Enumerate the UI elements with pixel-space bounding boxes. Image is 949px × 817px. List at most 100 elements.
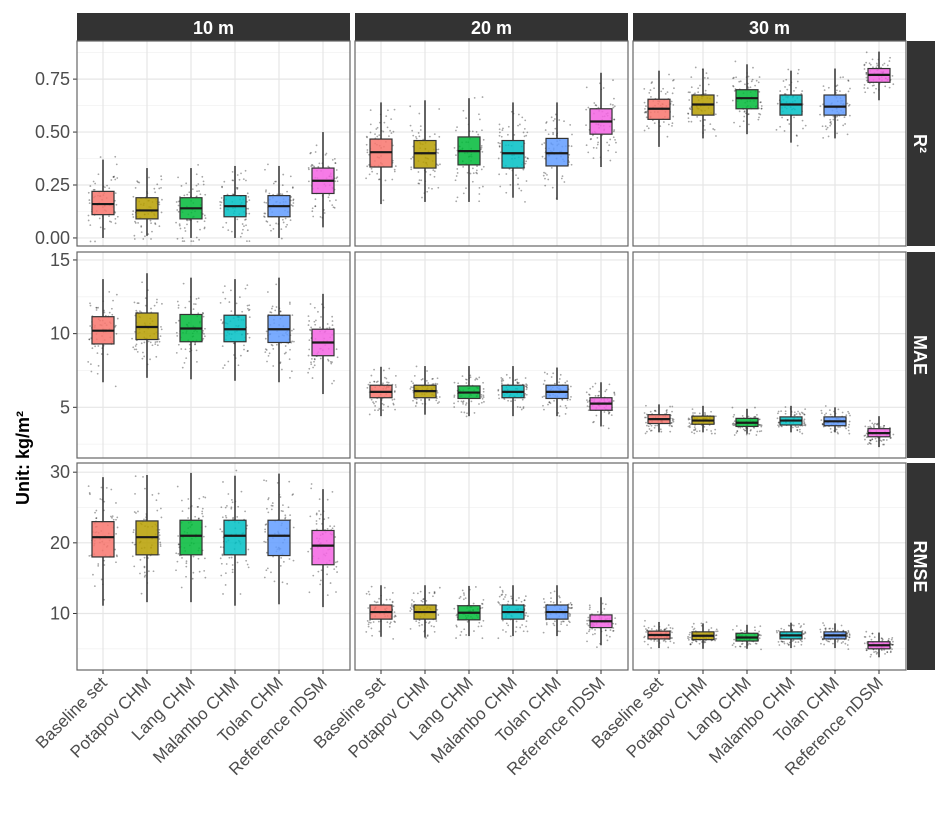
jitter-point bbox=[653, 87, 655, 90]
jitter-point bbox=[150, 238, 152, 240]
jitter-point bbox=[478, 187, 481, 189]
jitter-point bbox=[285, 351, 287, 354]
jitter-point bbox=[421, 402, 424, 405]
jitter-point bbox=[755, 434, 758, 436]
jitter-point bbox=[87, 219, 90, 222]
jitter-point bbox=[889, 56, 891, 59]
jitter-point bbox=[394, 615, 397, 618]
jitter-point bbox=[192, 308, 195, 311]
jitter-point bbox=[368, 593, 371, 596]
jitter-point bbox=[755, 79, 758, 82]
jitter-point bbox=[597, 106, 600, 109]
jitter-point bbox=[149, 341, 152, 344]
jitter-point bbox=[270, 504, 273, 507]
jitter-point bbox=[240, 172, 242, 175]
jitter-point bbox=[464, 597, 467, 600]
jitter-point bbox=[289, 219, 292, 222]
jitter-point bbox=[756, 414, 758, 416]
jitter-point bbox=[560, 177, 563, 180]
jitter-point bbox=[587, 409, 590, 412]
jitter-point bbox=[291, 187, 294, 189]
jitter-point bbox=[289, 303, 291, 305]
jitter-point bbox=[542, 383, 545, 386]
jitter-point bbox=[438, 135, 441, 138]
jitter-point bbox=[382, 382, 384, 385]
jitter-point bbox=[186, 223, 188, 226]
jitter-point bbox=[312, 366, 314, 369]
jitter-point bbox=[308, 348, 311, 351]
jitter-point bbox=[462, 402, 464, 405]
jitter-point bbox=[837, 408, 840, 411]
jitter-point bbox=[827, 86, 830, 89]
jitter-point bbox=[394, 408, 396, 411]
jitter-point bbox=[177, 343, 180, 346]
jitter-point bbox=[280, 228, 283, 231]
jitter-point bbox=[604, 603, 607, 606]
jitter-point bbox=[670, 100, 673, 103]
jitter-point bbox=[793, 411, 796, 414]
jitter-point bbox=[516, 382, 519, 384]
jitter-point bbox=[222, 481, 224, 483]
jitter-point bbox=[691, 626, 694, 628]
jitter-point bbox=[368, 621, 370, 624]
jitter-point bbox=[371, 634, 374, 637]
jitter-point bbox=[690, 76, 693, 79]
jitter-point bbox=[156, 340, 159, 343]
jitter-point bbox=[829, 121, 832, 123]
jitter-point bbox=[474, 378, 477, 381]
jitter-point bbox=[869, 425, 872, 428]
jitter-point bbox=[136, 302, 139, 305]
jitter-point bbox=[198, 190, 200, 192]
jitter-point bbox=[286, 190, 288, 193]
jitter-point bbox=[647, 643, 649, 646]
jitter-point bbox=[378, 178, 381, 181]
jitter-point bbox=[863, 435, 866, 437]
panel-border bbox=[632, 251, 907, 459]
panel-background bbox=[633, 463, 906, 670]
jitter-point bbox=[393, 170, 396, 173]
jitter-point bbox=[889, 651, 892, 654]
jitter-point bbox=[798, 428, 801, 431]
jitter-point bbox=[571, 606, 573, 609]
jitter-point bbox=[704, 92, 707, 95]
jitter-point bbox=[613, 392, 616, 395]
jitter-point bbox=[498, 145, 501, 147]
jitter-point bbox=[784, 410, 787, 413]
jitter-point bbox=[706, 77, 709, 79]
jitter-point bbox=[758, 630, 761, 633]
jitter-point bbox=[523, 135, 526, 138]
jitter-point bbox=[644, 107, 646, 110]
jitter-point bbox=[460, 400, 463, 403]
jitter-point bbox=[187, 498, 190, 500]
jitter-point bbox=[563, 120, 565, 123]
jitter-point bbox=[648, 91, 651, 94]
jitter-point bbox=[455, 624, 458, 627]
jitter-point bbox=[219, 528, 222, 531]
panel-border bbox=[632, 40, 907, 247]
jitter-point bbox=[550, 166, 553, 169]
jitter-point bbox=[543, 601, 546, 604]
jitter-point bbox=[665, 410, 668, 412]
jitter-point bbox=[865, 51, 868, 54]
jitter-point bbox=[374, 133, 376, 136]
jitter-point bbox=[561, 398, 564, 401]
jitter-point bbox=[472, 167, 474, 170]
jitter-point bbox=[466, 412, 468, 415]
jitter-point bbox=[865, 72, 868, 74]
jitter-point bbox=[393, 168, 396, 171]
jitter-point bbox=[265, 523, 268, 526]
jitter-point bbox=[178, 223, 181, 226]
jitter-point bbox=[801, 90, 804, 92]
jitter-point bbox=[471, 180, 474, 183]
jitter-point bbox=[647, 626, 650, 629]
jitter-point bbox=[892, 640, 894, 643]
panel-background bbox=[77, 252, 350, 458]
jitter-point bbox=[111, 313, 114, 316]
jitter-point bbox=[480, 146, 483, 149]
jitter-point bbox=[286, 223, 288, 226]
jitter-point bbox=[604, 629, 607, 632]
jitter-point bbox=[549, 600, 552, 603]
jitter-point bbox=[175, 321, 177, 324]
jitter-point bbox=[885, 439, 888, 441]
jitter-point bbox=[793, 645, 796, 648]
